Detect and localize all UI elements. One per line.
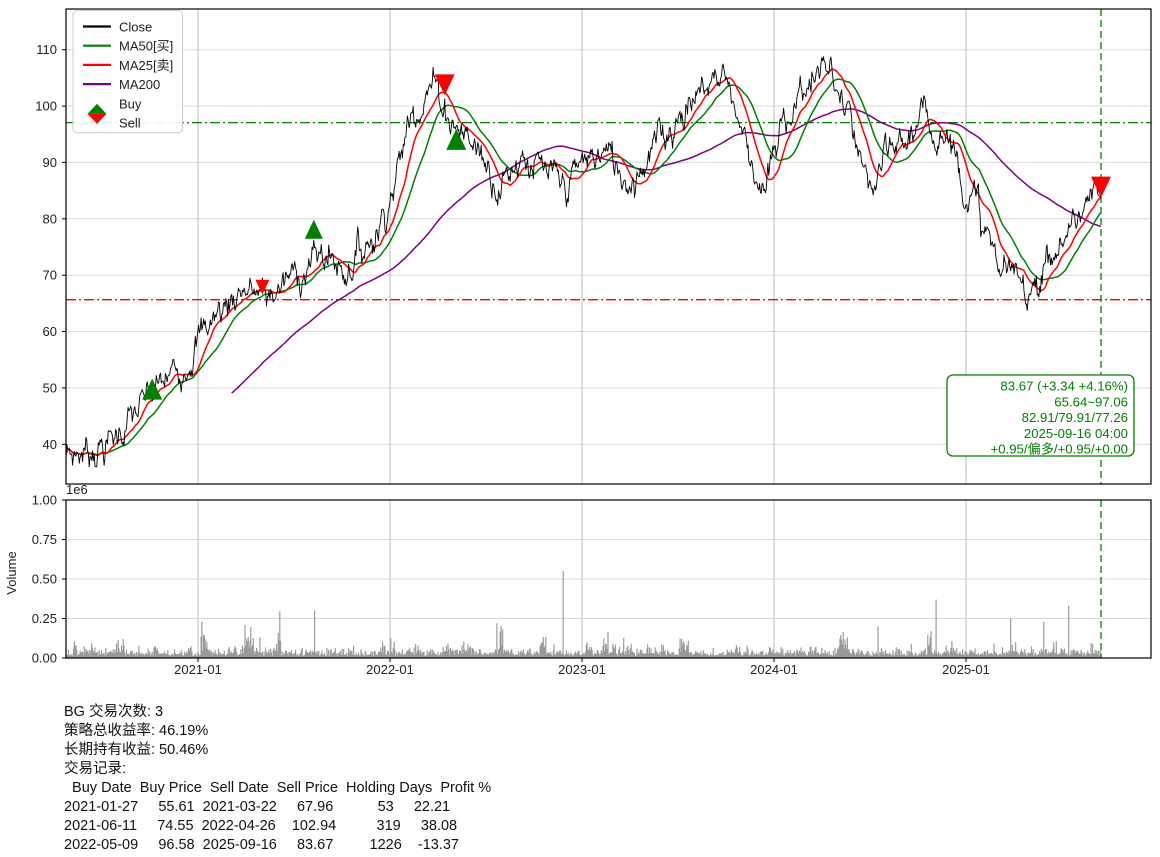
svg-text:83.67 (+3.34 +4.16%): 83.67 (+3.34 +4.16%): [1000, 379, 1128, 394]
svg-text:+0.95/偏多/+0.95/+0.00: +0.95/偏多/+0.95/+0.00: [991, 441, 1128, 457]
svg-text:100: 100: [35, 99, 57, 114]
svg-text:2022-01: 2022-01: [366, 662, 414, 677]
svg-text:Buy: Buy: [119, 96, 142, 111]
svg-text:Close: Close: [119, 20, 152, 35]
svg-text:80: 80: [43, 211, 57, 226]
svg-text:0.75: 0.75: [32, 532, 57, 547]
svg-text:MA50[买]: MA50[买]: [119, 39, 173, 54]
svg-text:Volume: Volume: [4, 551, 19, 594]
svg-text:2025-01: 2025-01: [942, 662, 990, 677]
svg-text:70: 70: [43, 268, 57, 283]
svg-text:0.00: 0.00: [32, 651, 57, 666]
svg-text:60: 60: [43, 324, 57, 339]
svg-text:2021-01: 2021-01: [174, 662, 222, 677]
svg-text:0.50: 0.50: [32, 572, 57, 587]
svg-text:2023-01: 2023-01: [558, 662, 606, 677]
svg-text:40: 40: [43, 437, 57, 452]
svg-text:2025-09-16 04:00: 2025-09-16 04:00: [1024, 426, 1128, 441]
svg-text:MA25[卖]: MA25[卖]: [119, 58, 173, 73]
svg-text:82.91/79.91/77.26: 82.91/79.91/77.26: [1022, 410, 1128, 425]
svg-text:Sell: Sell: [119, 116, 141, 131]
svg-text:2024-01: 2024-01: [750, 662, 798, 677]
svg-text:50: 50: [43, 380, 57, 395]
svg-text:110: 110: [36, 42, 57, 57]
svg-text:90: 90: [43, 155, 57, 170]
svg-text:65.64~97.06: 65.64~97.06: [1054, 394, 1128, 409]
svg-text:MA200: MA200: [119, 77, 160, 92]
svg-text:0.25: 0.25: [32, 611, 57, 626]
svg-text:1.00: 1.00: [32, 493, 57, 508]
